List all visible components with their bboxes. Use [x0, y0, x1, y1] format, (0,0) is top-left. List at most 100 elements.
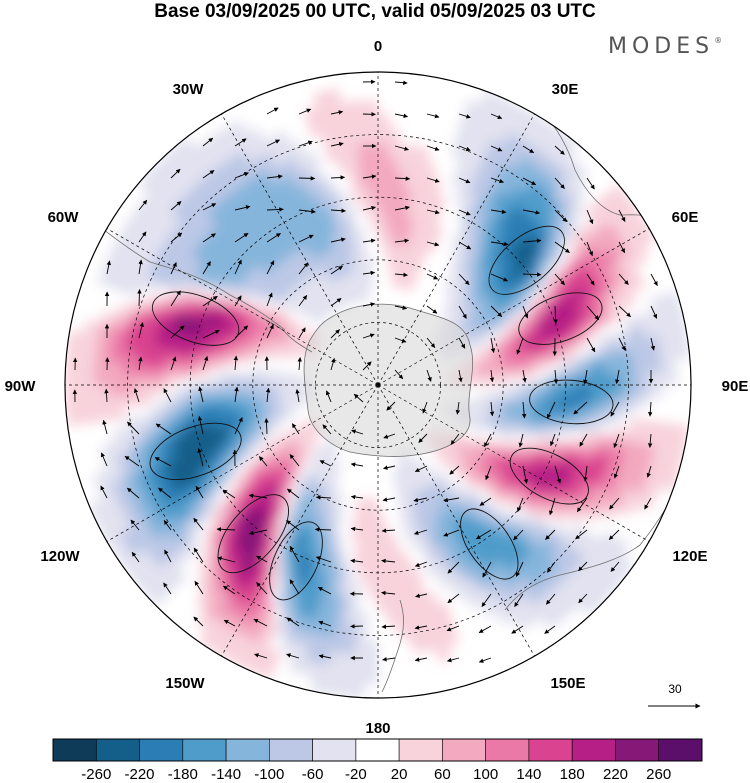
- wind-vector: [138, 231, 147, 243]
- wind-vector: [522, 238, 542, 244]
- anomaly-cell: [561, 367, 578, 378]
- anomaly-cell: [561, 358, 577, 370]
- wind-vector: [414, 625, 428, 630]
- wind-vector: [234, 325, 249, 339]
- wind-vector: [381, 590, 396, 596]
- wind-vector: [394, 272, 408, 278]
- wind-vector: [490, 337, 496, 353]
- wind-vector: [138, 199, 148, 211]
- wind-vector: [394, 113, 409, 119]
- anomaly-cell: [369, 555, 379, 571]
- wind-vector: [618, 337, 626, 351]
- wind-vector: [234, 417, 243, 435]
- anomaly-cell: [249, 379, 265, 386]
- anomaly-cell: [121, 395, 138, 408]
- anomaly-cell: [519, 371, 535, 380]
- wind-vector: [234, 232, 249, 243]
- wind-vector: [202, 170, 215, 179]
- anomaly-cell: [79, 358, 95, 373]
- wind-vector: [446, 657, 460, 663]
- anomaly-cell: [377, 199, 387, 215]
- wind-vector: [394, 238, 410, 244]
- wind-vector: [362, 205, 376, 211]
- anomaly-cell: [589, 354, 606, 367]
- wind-vector: [266, 174, 283, 179]
- wind-vector: [254, 653, 268, 659]
- colorbar-swatch: [182, 738, 227, 762]
- anomaly-cell: [615, 340, 633, 354]
- wind-vector: [170, 290, 181, 307]
- wind-vector: [362, 333, 375, 339]
- contour-line: [151, 291, 240, 346]
- wind-vector: [350, 558, 364, 564]
- anomaly-cell: [80, 409, 97, 425]
- anomaly-cell: [618, 362, 635, 375]
- wind-vector: [522, 305, 529, 319]
- wind-vector: [578, 561, 588, 572]
- wind-vector: [195, 485, 204, 499]
- anomaly-cell: [121, 362, 138, 375]
- anomaly-cell: [346, 143, 359, 160]
- colorbar-swatch: [571, 738, 616, 762]
- anomaly-cell: [93, 384, 109, 398]
- wind-vector: [256, 582, 268, 595]
- wind-vector: [350, 462, 364, 467]
- anomaly-cell: [590, 393, 606, 406]
- anomaly-cell: [340, 101, 355, 118]
- wind-vector: [426, 273, 439, 280]
- anomaly-cell: [450, 581, 466, 600]
- wind-vector: [350, 624, 364, 629]
- wind-vector: [158, 487, 172, 499]
- wind-vector: [583, 465, 588, 482]
- wind-vector: [266, 139, 281, 147]
- chart-title: Base 03/09/2025 00 UTC, valid 05/09/2025…: [154, 1, 596, 22]
- wind-vector: [322, 424, 332, 435]
- anomaly-cell: [604, 363, 620, 376]
- meridian-line: [377, 384, 535, 657]
- anomaly-cell: [164, 375, 180, 386]
- anomaly-cell: [365, 100, 379, 116]
- wind-vector: [330, 175, 346, 180]
- anomaly-cell: [355, 128, 368, 145]
- anomaly-cell: [93, 372, 109, 386]
- wind-vector: [314, 527, 332, 532]
- wind-vector: [489, 369, 495, 383]
- anomaly-cell: [627, 275, 646, 293]
- anomaly-cell: [136, 363, 152, 376]
- wind-vector: [318, 654, 332, 659]
- anomaly-cell: [393, 568, 405, 584]
- wind-vector: [413, 529, 428, 535]
- wind-vector: [202, 137, 214, 147]
- anomaly-cell: [121, 373, 137, 386]
- wind-vector: [422, 401, 428, 414]
- wind-vector: [449, 465, 460, 475]
- wind-vector: [234, 386, 239, 403]
- anomaly-cell: [366, 256, 374, 272]
- anomaly-cell: [387, 143, 400, 159]
- label-90e: 90E: [722, 378, 749, 395]
- wind-vector: [287, 488, 300, 499]
- wind-vector: [586, 273, 595, 286]
- wind-vector: [163, 582, 172, 595]
- anomaly-cell: [65, 384, 80, 400]
- anomaly-cell: [336, 680, 353, 698]
- colorbar: -260 -220 -180 -140 -100 -60 -20 20 60 100 140 180 2…: [52, 738, 703, 783]
- anomaly-cell: [384, 540, 394, 556]
- anomaly-cell: [633, 372, 649, 386]
- anomaly-cell: [352, 653, 367, 670]
- wind-vector: [575, 529, 588, 540]
- anomaly-cell: [385, 554, 395, 571]
- anomaly-cell: [576, 393, 592, 404]
- colorbar-swatch: [398, 738, 443, 762]
- anomaly-cell: [304, 151, 320, 169]
- wind-vector: [193, 517, 204, 531]
- wind-vector: [490, 241, 509, 247]
- anomaly-cell: [417, 146, 431, 164]
- wind-vector: [458, 369, 463, 383]
- wind-vector: [394, 145, 409, 151]
- wind-vector: [414, 465, 428, 472]
- wind-vector: [554, 209, 567, 223]
- anomaly-cell: [325, 88, 342, 106]
- brand-text: MODES: [608, 34, 715, 59]
- colorbar-swatch: [658, 738, 703, 762]
